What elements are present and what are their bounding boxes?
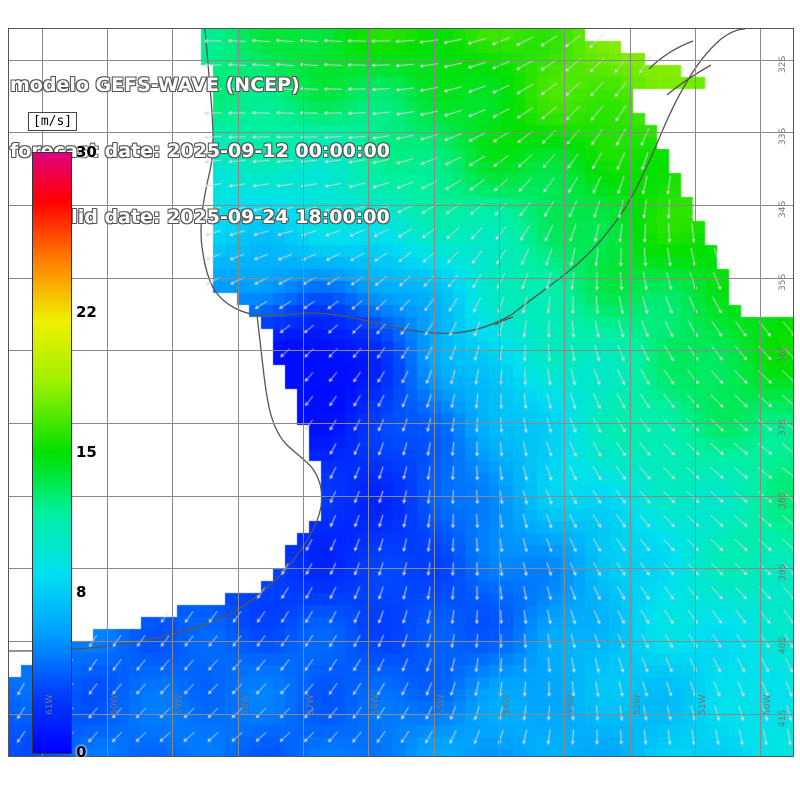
axis-label-lon-52W: 52W	[633, 694, 643, 715]
grid-parallel	[9, 496, 793, 497]
grid-parallel	[9, 350, 793, 351]
colorbar-tick-22: 22	[76, 303, 97, 321]
grid-meridian	[303, 29, 304, 756]
grid-parallel	[9, 205, 793, 206]
axis-label-lat-39S: 39S	[778, 563, 788, 581]
colorbar-unit-label: [m/s]	[28, 112, 78, 131]
axis-label-lon-54W: 54W	[502, 694, 512, 715]
colorbar-tick-8: 8	[76, 583, 87, 601]
axis-label-lon-57W: 57W	[306, 694, 316, 715]
axis-label-lon-56W: 56W	[371, 694, 381, 715]
axis-label-lat-32S: 32S	[778, 55, 788, 73]
axis-label-lat-33S: 33S	[778, 127, 788, 145]
grid-meridian	[107, 29, 108, 756]
grid-meridian	[172, 29, 173, 756]
axis-label-lon-53W: 53W	[567, 694, 577, 715]
grid-meridian	[630, 29, 631, 756]
colorbar-tick-0: 0	[76, 743, 87, 761]
grid-meridian	[368, 29, 369, 756]
axis-label-lat-37S: 37S	[778, 418, 788, 436]
axis-label-lat-34S: 34S	[778, 200, 788, 218]
grid-parallel	[9, 568, 793, 569]
colorbar-tick-15: 15	[76, 443, 97, 461]
grid-meridian	[564, 29, 565, 756]
grid-meridian	[760, 29, 761, 756]
grid-meridian	[434, 29, 435, 756]
axis-label-lat-35S: 35S	[778, 273, 788, 291]
map-plot-area[interactable]	[8, 28, 794, 757]
axis-label-lon-50W: 50W	[763, 694, 773, 715]
grid-parallel	[9, 423, 793, 424]
axis-label-lon-58W: 58W	[241, 694, 251, 715]
axis-label-lat-41S: 41S	[778, 709, 788, 727]
grid-meridian	[238, 29, 239, 756]
axis-label-lon-55W: 55W	[437, 694, 447, 715]
grid-parallel	[9, 714, 793, 715]
grid-parallel	[9, 132, 793, 133]
colorbar: [m/s] 30 22 15 8 0	[28, 112, 97, 761]
axis-label-lat-38S: 38S	[778, 491, 788, 509]
axis-label-lon-60W: 60W	[110, 694, 120, 715]
grid-meridian	[499, 29, 500, 756]
grid-parallel	[9, 278, 793, 279]
colorbar-tick-30: 30	[76, 143, 97, 161]
axis-label-lon-61W: 61W	[45, 694, 55, 715]
axis-label-lon-59W: 59W	[175, 694, 185, 715]
axis-label-lat-36S: 36S	[778, 345, 788, 363]
axis-label-lat-40S: 40S	[778, 636, 788, 654]
grid-parallel	[9, 641, 793, 642]
grid-meridian	[695, 29, 696, 756]
grid-parallel	[9, 60, 793, 61]
colorbar-gradient	[32, 152, 72, 754]
axis-label-lon-51W: 51W	[698, 694, 708, 715]
wind-direction-arrows	[9, 29, 793, 756]
